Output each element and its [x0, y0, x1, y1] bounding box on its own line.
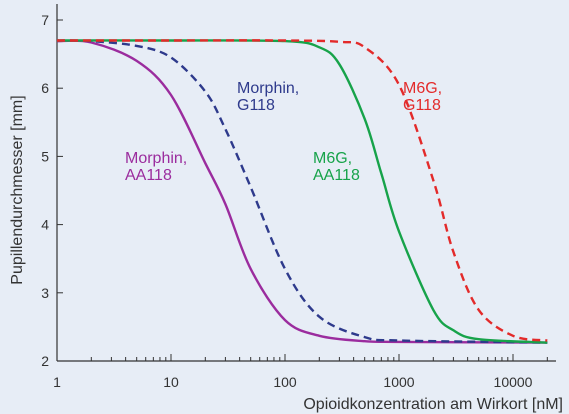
series-label-line: Morphin, [237, 80, 299, 97]
series-label-line: M6G, [313, 150, 352, 167]
x-tick-label: 100 [273, 374, 297, 390]
series-label-line: G118 [403, 97, 441, 114]
series-label-morphin-g118: Morphin, G118 [237, 80, 299, 114]
y-tick-label: 2 [41, 353, 49, 369]
series-label-line: G118 [237, 97, 275, 114]
series-label-line: AA118 [125, 167, 172, 184]
x-tick-label: 10000 [494, 374, 533, 390]
series-label-m6g-g118: M6G, G118 [403, 80, 442, 114]
series-line-morphin-g118 [56, 39, 548, 344]
series-label-line: AA118 [313, 167, 360, 184]
series-line-morphin-aa118 [56, 39, 548, 344]
y-tick-label: 4 [41, 217, 49, 233]
series-line-m6g-g118 [57, 39, 548, 342]
y-axis-ticks: 2 3 4 5 6 7 [41, 12, 63, 369]
y-tick-label: 7 [41, 12, 49, 28]
series-line-m6g-aa118 [56, 39, 548, 344]
x-tick-label: 1 [53, 374, 61, 390]
y-tick-label: 6 [41, 80, 49, 96]
series-label-line: M6G, [403, 80, 442, 97]
y-tick-label: 3 [41, 285, 49, 301]
y-tick-label: 5 [41, 148, 49, 164]
x-axis-label: Opioidkonzentration am Wirkort [nM] [303, 396, 563, 413]
series-label-line: Morphin, [125, 150, 187, 167]
series-label-morphin-aa118: Morphin, AA118 [125, 150, 187, 184]
x-tick-label: 10 [163, 374, 179, 390]
series-label-m6g-aa118: M6G, AA118 [313, 150, 360, 184]
x-axis-ticks: 1 10 100 1000 10000 [53, 354, 548, 390]
y-axis-label: Pupillendurchmesser [mm] [9, 95, 26, 284]
series-lines [56, 39, 548, 344]
x-tick-label: 1000 [383, 374, 414, 390]
